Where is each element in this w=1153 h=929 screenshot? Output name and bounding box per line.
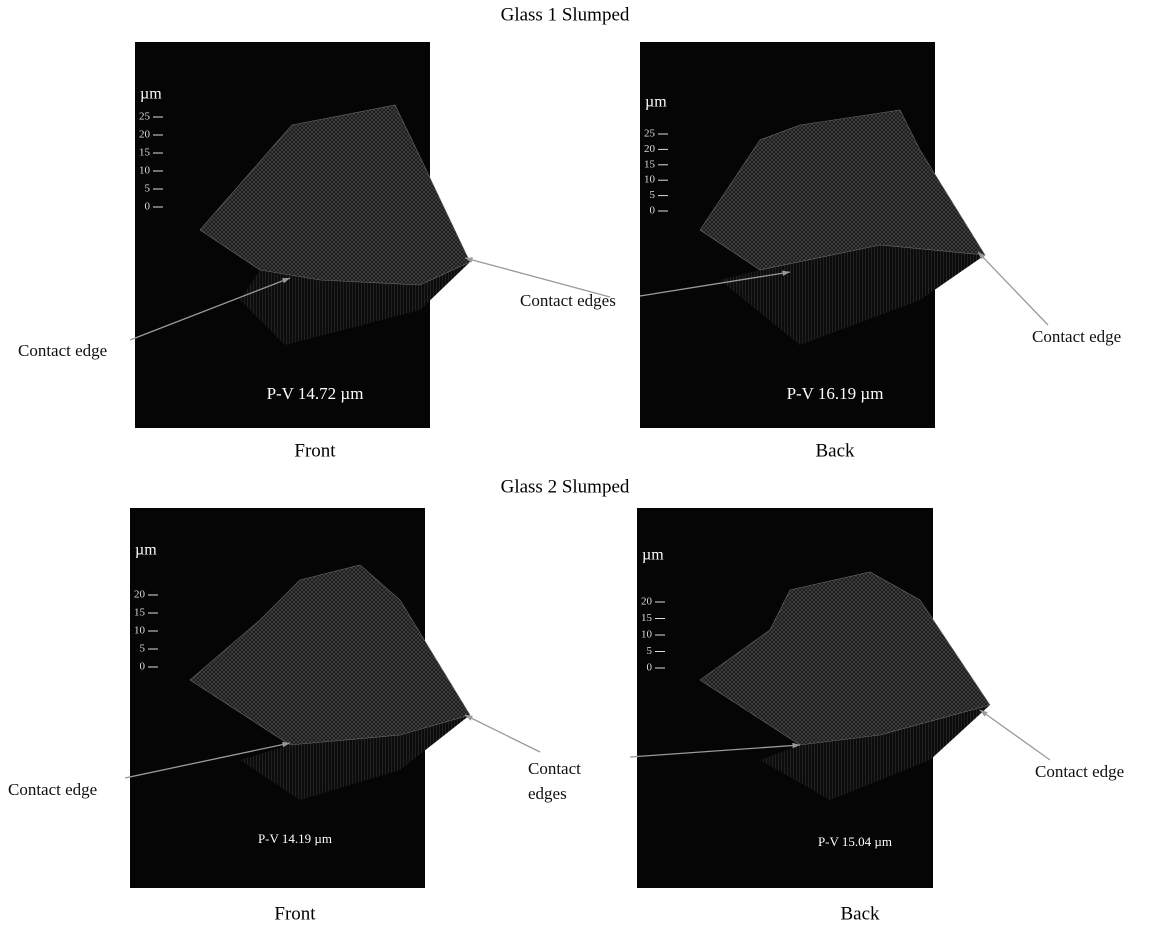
panel-caption: Front [274, 903, 316, 924]
axis-unit: µm [642, 547, 664, 564]
tick-label: 20 [134, 589, 146, 601]
annotation: edges [528, 784, 567, 803]
arrow [129, 277, 291, 341]
peak-valley: P-V 14.72 µm [267, 384, 364, 403]
arrow-head [465, 715, 473, 721]
arrow [464, 257, 611, 298]
tick-label: 25 [644, 128, 656, 140]
annotation: Contact edges [520, 291, 616, 310]
surface-mesh [699, 571, 991, 746]
tick-label: 5 [650, 189, 656, 201]
tick-label: 0 [145, 201, 151, 213]
surface-side [760, 705, 990, 800]
tick-label: 0 [650, 205, 656, 217]
tick-label: 0 [140, 661, 146, 673]
figure-title: Glass 1 Slumped [501, 4, 630, 25]
tick-label: 20 [641, 596, 653, 608]
tick-label: 10 [641, 629, 653, 641]
tick-label: 0 [647, 662, 653, 674]
tick-label: 5 [647, 645, 653, 657]
arrow-head [792, 742, 800, 749]
tick-label: 20 [139, 129, 151, 141]
axis-unit: µm [645, 94, 667, 111]
arrow-head [282, 741, 290, 748]
arrow-head [980, 710, 988, 717]
arrow-head [782, 270, 790, 276]
tick-label: 15 [134, 607, 146, 619]
peak-valley: P-V 14.19 µm [258, 831, 332, 846]
tick-label: 20 [644, 143, 656, 155]
panel-caption: Back [840, 903, 880, 924]
surface-mesh [189, 564, 471, 746]
annotation: Contact edge [18, 341, 107, 360]
arrow [464, 714, 541, 753]
surface-side [720, 245, 985, 345]
panel-caption: Front [294, 440, 336, 461]
figure-title: Glass 2 Slumped [501, 476, 630, 497]
peak-valley: P-V 16.19 µm [787, 384, 884, 403]
tick-label: 5 [140, 643, 146, 655]
arrow [629, 744, 801, 758]
tick-label: 10 [134, 625, 146, 637]
tick-label: 15 [644, 158, 656, 170]
surface-mesh [199, 104, 471, 286]
arrow-head [282, 278, 290, 284]
tick-label: 10 [644, 174, 656, 186]
arrow-head [978, 252, 986, 260]
arrow [977, 251, 1049, 326]
tick-label: 15 [641, 612, 653, 624]
axis-unit: µm [135, 542, 157, 559]
axis-unit: µm [140, 86, 162, 103]
arrow-head [465, 257, 473, 263]
surface-side [240, 715, 470, 800]
surface-mesh [699, 109, 986, 271]
arrow [979, 709, 1051, 761]
panel-caption: Back [815, 440, 855, 461]
annotation: Contact edge [1032, 327, 1121, 346]
annotation: Contact [528, 759, 581, 778]
arrow [124, 742, 291, 779]
annotation: Contact edge [8, 780, 97, 799]
surface-side [240, 262, 470, 345]
tick-label: 10 [139, 165, 151, 177]
arrow [639, 271, 791, 297]
tick-label: 5 [145, 183, 151, 195]
tick-label: 25 [139, 111, 151, 123]
tick-label: 15 [139, 147, 151, 159]
annotation: Contact edge [1035, 762, 1124, 781]
peak-valley: P-V 15.04 µm [818, 834, 892, 849]
